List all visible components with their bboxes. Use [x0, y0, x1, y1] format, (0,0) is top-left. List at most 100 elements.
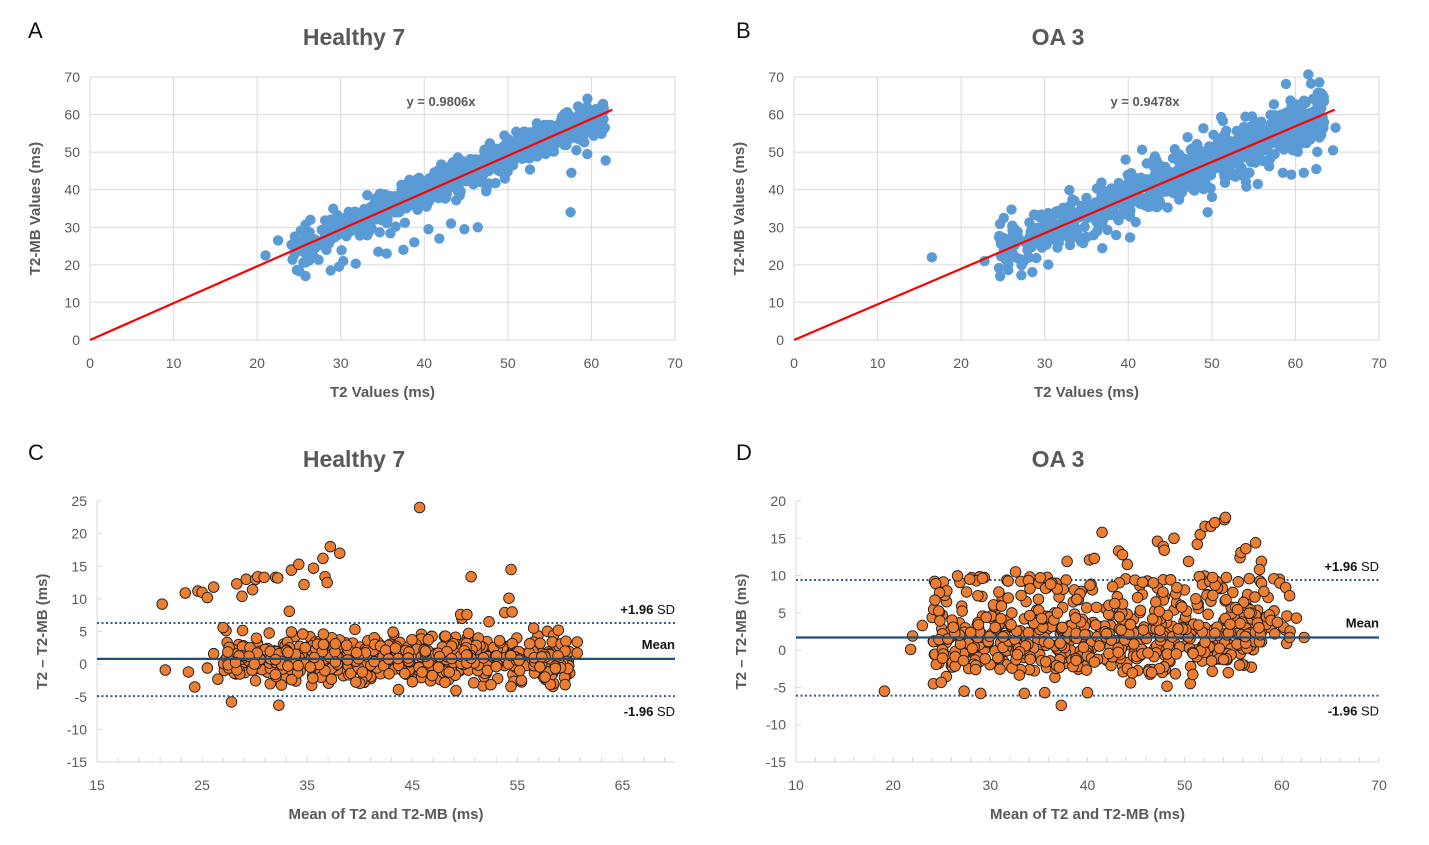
- data-point: [356, 666, 369, 678]
- data-point: [404, 185, 416, 197]
- data-point: [1205, 655, 1218, 667]
- data-point: [159, 664, 172, 676]
- data-point: [935, 676, 948, 689]
- data-point: [1220, 162, 1231, 173]
- data-point: [1258, 155, 1269, 167]
- data-point: [992, 651, 1004, 664]
- mean-line-label: Mean: [1346, 615, 1379, 630]
- data-point: [291, 264, 303, 276]
- data-point: [995, 600, 1008, 612]
- data-point: [1131, 591, 1144, 604]
- data-point: [485, 678, 497, 691]
- upper-loa-label: +1.96 SD: [1324, 559, 1379, 574]
- data-point: [383, 668, 395, 680]
- x-tick-label: 15: [89, 777, 105, 793]
- data-point: [1003, 264, 1014, 276]
- data-point: [491, 143, 502, 154]
- data-point: [369, 197, 380, 208]
- data-point: [1090, 601, 1103, 614]
- data-point: [322, 218, 333, 230]
- data-point: [1016, 270, 1027, 281]
- data-point: [972, 589, 984, 602]
- data-point: [1031, 224, 1043, 235]
- data-point: [336, 245, 347, 256]
- data-point: [1136, 576, 1149, 588]
- data-point: [433, 650, 446, 663]
- data-point: [350, 676, 362, 688]
- data-point: [1071, 223, 1082, 234]
- data-point: [1121, 558, 1134, 571]
- data-point: [272, 572, 284, 584]
- data-point: [260, 250, 271, 261]
- data-point: [443, 666, 455, 678]
- data-point: [1142, 647, 1154, 659]
- data-point: [201, 591, 214, 604]
- data-point: [947, 621, 960, 634]
- data-point: [374, 227, 385, 238]
- data-point: [462, 627, 475, 640]
- data-point: [1098, 195, 1110, 207]
- y-axis-title: T2-MB Values (ms): [731, 142, 748, 275]
- data-point: [926, 252, 938, 263]
- data-point: [980, 611, 992, 624]
- data-point: [1005, 618, 1017, 631]
- data-point: [156, 598, 168, 610]
- data-point: [1231, 125, 1242, 137]
- data-point: [1002, 592, 1014, 604]
- data-point: [1202, 207, 1213, 218]
- data-point: [956, 605, 968, 617]
- data-point: [362, 189, 373, 201]
- trendline: [793, 108, 1336, 342]
- data-point: [1176, 158, 1187, 169]
- data-point: [904, 643, 917, 656]
- data-point: [1013, 669, 1026, 681]
- data-point: [1096, 526, 1108, 539]
- data-point: [1192, 619, 1205, 631]
- data-point: [1043, 259, 1054, 270]
- data-point: [434, 233, 445, 244]
- x-tick-label: 50: [500, 355, 516, 371]
- data-point: [1279, 120, 1290, 131]
- data-point: [430, 175, 441, 187]
- data-point: [1146, 188, 1157, 200]
- data-point: [1249, 591, 1261, 603]
- data-point: [381, 248, 392, 259]
- y-tick-label: -5: [75, 689, 88, 705]
- y-tick-label: 40: [64, 182, 80, 198]
- data-point: [599, 122, 610, 133]
- data-point: [1097, 243, 1108, 254]
- panel-title-c: Healthy 7: [302, 446, 406, 472]
- x-tick-label: 70: [1371, 355, 1387, 371]
- data-point: [1243, 607, 1255, 619]
- data-point: [419, 645, 432, 657]
- data-point: [1000, 254, 1011, 265]
- data-point: [600, 155, 611, 166]
- y-tick-label: 10: [71, 591, 87, 607]
- data-point: [1276, 109, 1287, 120]
- data-point: [231, 578, 243, 590]
- data-point: [439, 630, 452, 642]
- x-tick-label: 50: [1204, 355, 1220, 371]
- data-point: [974, 687, 987, 700]
- data-point: [1055, 699, 1068, 712]
- data-point: [313, 254, 324, 266]
- mean-line-label: Mean: [642, 637, 675, 652]
- data-point: [293, 558, 305, 571]
- panel-b: B OA 3 0 10 20 30 40 50 60 70 0 10 20 30 40 50 60 70 T2 …: [714, 0, 1428, 422]
- chart-a-scatter: 0 10 20 30 40 50 60 70 0 10 20 30 40 50 60 70 T2 Values …: [27, 69, 683, 401]
- y-tick-label: 60: [64, 107, 80, 123]
- data-point: [1234, 617, 1246, 630]
- data-point: [1240, 176, 1252, 187]
- data-point: [1311, 163, 1322, 175]
- data-point: [1198, 183, 1209, 195]
- data-point: [560, 635, 572, 647]
- data-point: [476, 154, 487, 165]
- data-point: [1002, 575, 1014, 587]
- upper-loa-label: +1.96 SD: [620, 602, 675, 617]
- data-point: [979, 653, 991, 665]
- y-axis-title: T2 – T2-MB (ms): [34, 574, 51, 690]
- data-point: [1039, 656, 1052, 668]
- lower-loa-label-value: -1.96: [624, 704, 654, 719]
- data-point: [207, 647, 220, 660]
- data-point: [317, 638, 330, 651]
